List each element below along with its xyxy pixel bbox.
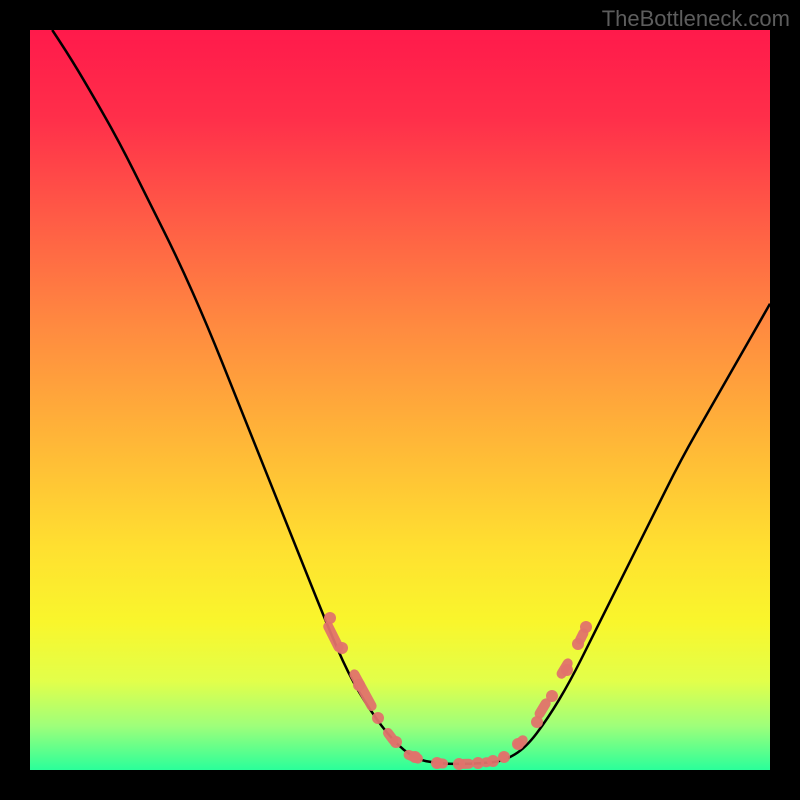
marker-dot [498, 751, 510, 763]
marker-dot [324, 612, 336, 624]
marker-dot [409, 751, 421, 763]
watermark-text: TheBottleneck.com [602, 6, 790, 32]
marker-dot [572, 638, 584, 650]
marker-dot [353, 679, 365, 691]
bottleneck-curve [0, 0, 800, 800]
marker-dot [472, 757, 484, 769]
marker-dot [561, 664, 573, 676]
marker-dot [580, 621, 592, 633]
marker-dot [336, 642, 348, 654]
marker-dot [546, 690, 558, 702]
marker-dot [431, 757, 443, 769]
marker-dot [512, 738, 524, 750]
marker-dot [372, 712, 384, 724]
marker-dot [390, 736, 402, 748]
marker-dot [453, 758, 465, 770]
marker-dot [531, 716, 543, 728]
